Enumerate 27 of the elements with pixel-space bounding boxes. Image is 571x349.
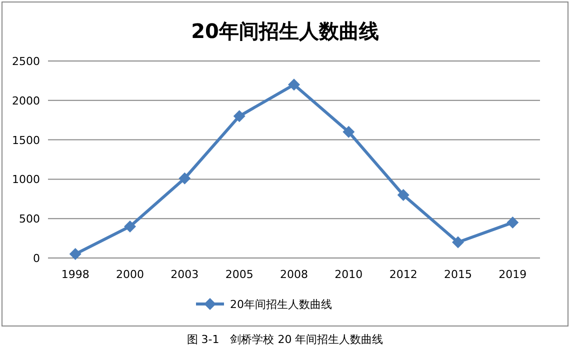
point — [342, 126, 355, 138]
x-tick-label: 2012 — [389, 268, 418, 281]
x-tick-label: 2000 — [116, 268, 144, 281]
point — [506, 216, 519, 229]
y-tick-label: 2500 — [12, 55, 40, 68]
point — [178, 172, 191, 184]
point — [288, 78, 300, 91]
point — [233, 110, 246, 122]
x-tick-label: 2019 — [498, 268, 527, 281]
chart-title: 20年间招生人数曲线 — [191, 19, 379, 43]
legend-label: 20年间招生人数曲线 — [230, 298, 332, 311]
x-tick-label: 2008 — [280, 268, 308, 281]
y-tick-label: 2000 — [12, 94, 40, 108]
y-tick-label: 1000 — [12, 173, 40, 186]
y-tick-label: 0 — [33, 252, 40, 265]
caption: 图 3-1 剑桥学校 20 年间招生人数曲线 — [186, 333, 384, 346]
point — [452, 236, 464, 248]
x-tick-label: 2003 — [170, 268, 199, 281]
point — [124, 220, 136, 232]
x-tick-label: 2010 — [334, 268, 363, 281]
x-tick-label: 2005 — [225, 268, 254, 281]
x-tick-label: 1998 — [61, 268, 90, 281]
point — [69, 248, 82, 260]
point — [397, 188, 410, 201]
y-tick-label: 1500 — [12, 134, 40, 147]
y-tick-label: 500 — [19, 212, 40, 226]
x-tick-label: 2015 — [444, 268, 472, 281]
